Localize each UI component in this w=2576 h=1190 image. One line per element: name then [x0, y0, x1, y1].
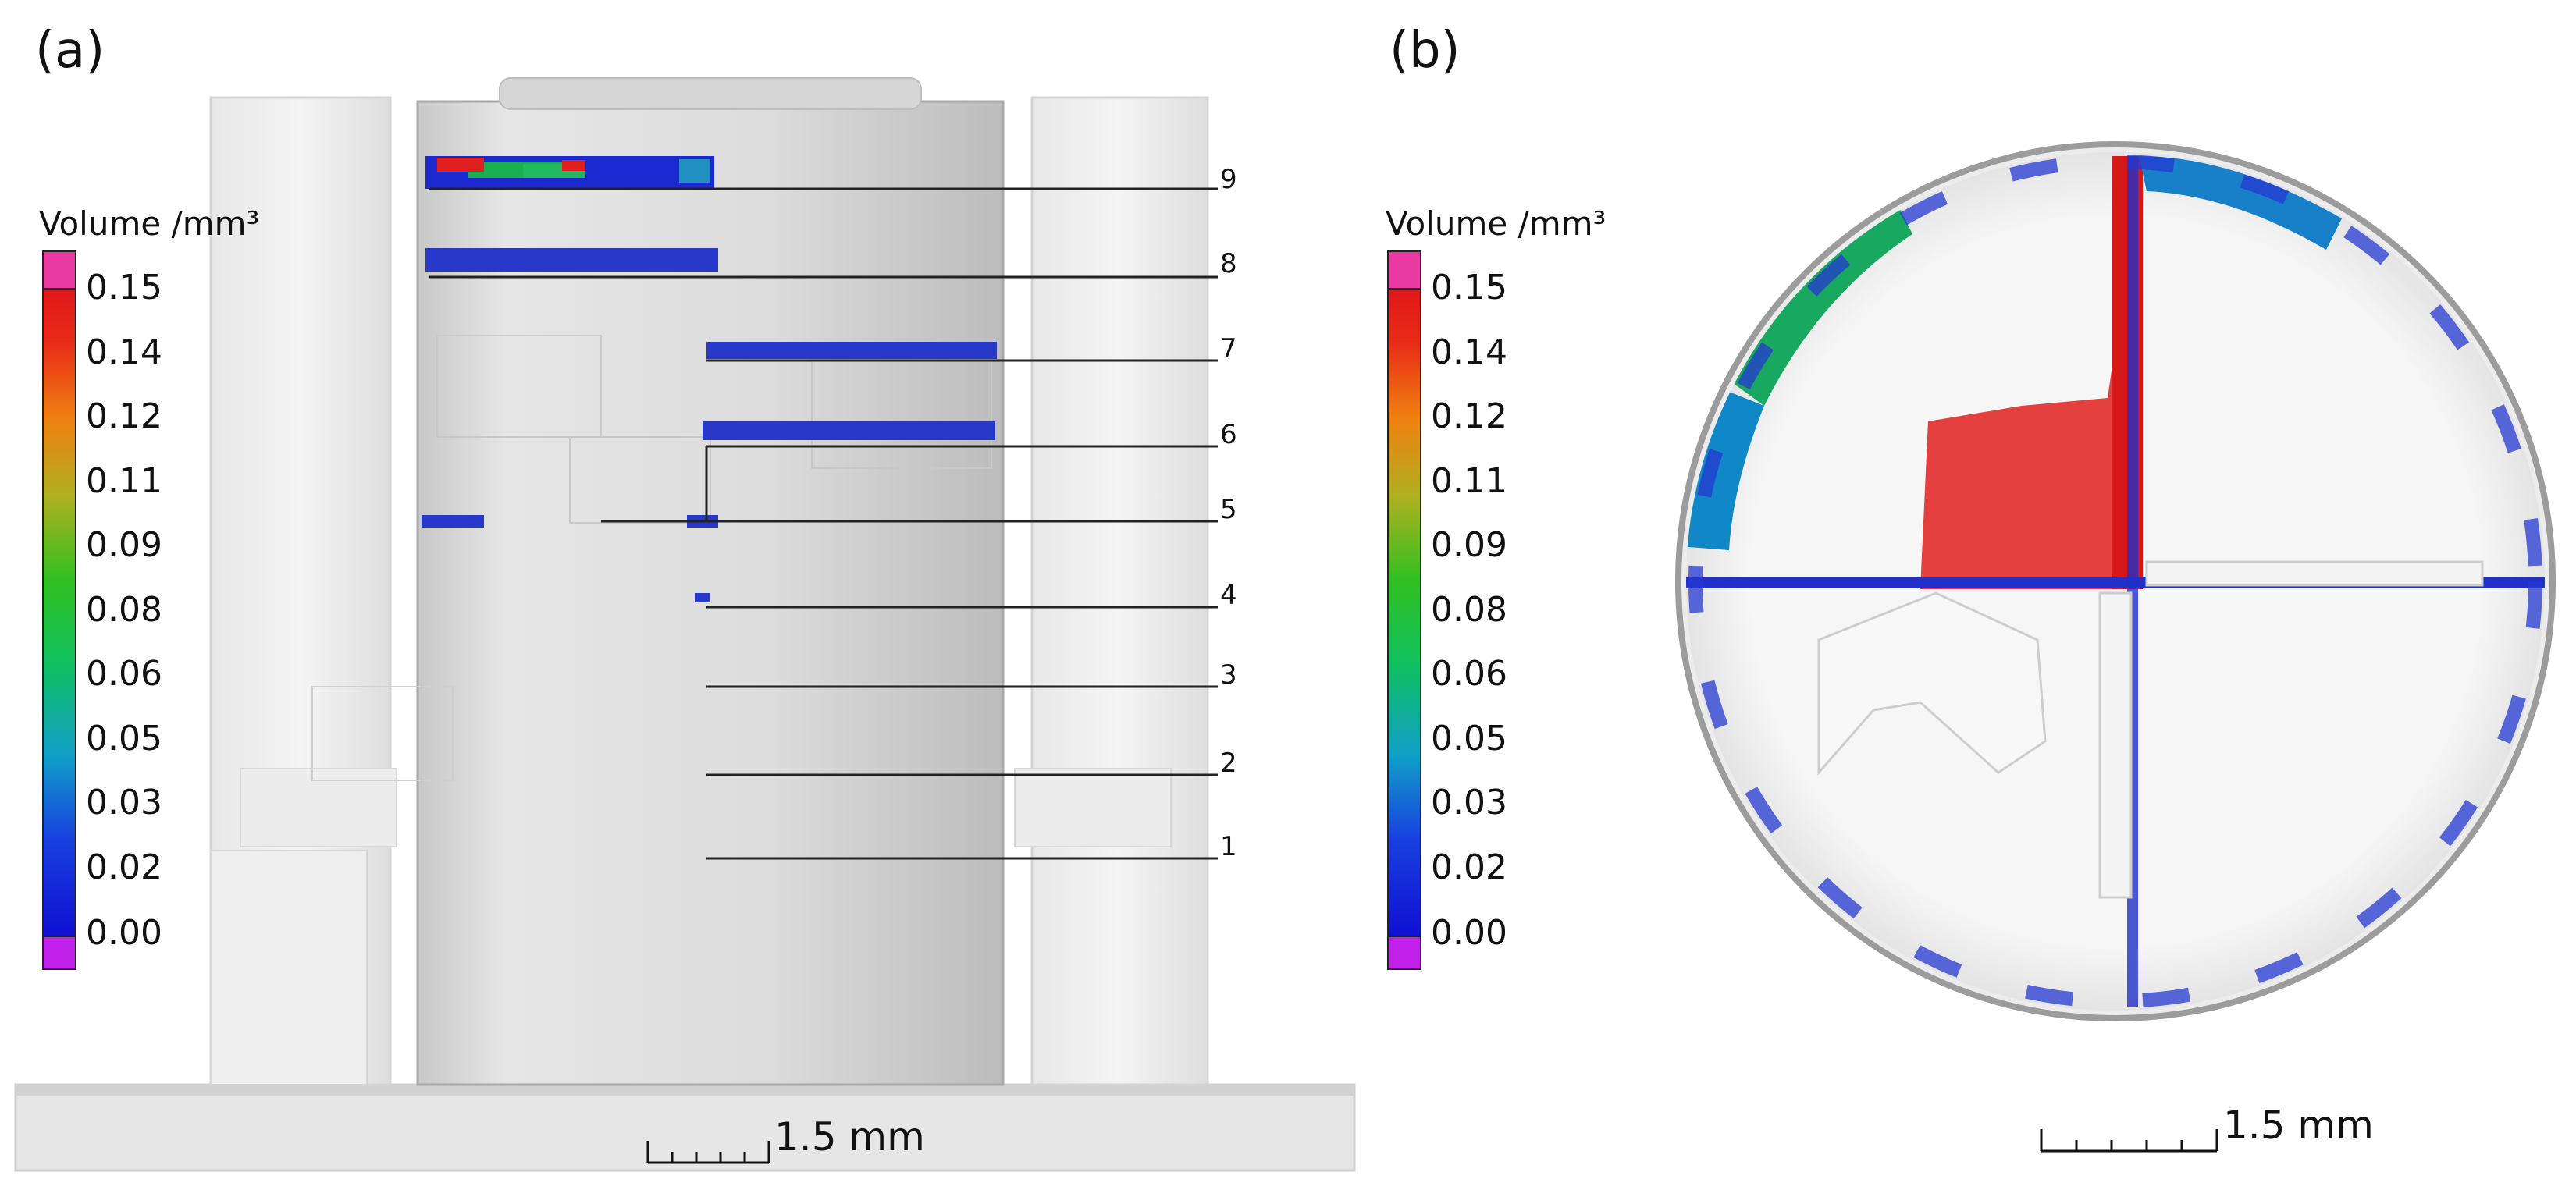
panel-label-a: (a)	[35, 22, 105, 80]
scale-bar-label-a: 1.5 mm	[774, 1114, 925, 1160]
scale-bar-a	[646, 1141, 770, 1164]
layer-label-2: 2	[1220, 748, 1237, 779]
side-view-render	[14, 77, 1356, 1172]
layer-label-1: 1	[1220, 831, 1237, 862]
colorbar-tick: 0.12	[1431, 396, 1507, 436]
top-view-render	[1675, 141, 2556, 1021]
colorbar-a	[42, 250, 76, 970]
colorbar-tick: 0.03	[1431, 783, 1507, 822]
layer-label-5: 5	[1220, 494, 1237, 525]
scale-bar-b	[2040, 1129, 2218, 1153]
colorbar-tick: 0.00	[1431, 913, 1507, 953]
colorbar-tick: 0.08	[86, 590, 162, 630]
porosity-band-9	[425, 156, 714, 189]
layer-label-3: 3	[1220, 659, 1237, 691]
layer-label-7: 7	[1220, 333, 1237, 364]
colorbar-tick: 0.02	[1431, 847, 1507, 887]
colorbar-tick: 0.14	[86, 332, 162, 372]
colorbar-title-a: Volume /mm³	[39, 204, 260, 243]
colorbar-tick: 0.06	[86, 654, 162, 694]
layer-label-4: 4	[1220, 580, 1237, 611]
colorbar-b	[1387, 250, 1421, 970]
colorbar-tick: 0.05	[1431, 719, 1507, 758]
porosity-band-7	[706, 342, 997, 359]
porosity-band-6	[703, 421, 995, 440]
colorbar-tick: 0.11	[86, 461, 162, 501]
layer-label-9: 9	[1220, 164, 1237, 195]
colorbar-tick: 0.12	[86, 396, 162, 436]
colorbar-tick: 0.09	[86, 525, 162, 565]
layer-label-6: 6	[1220, 419, 1237, 450]
colorbar-tick: 0.06	[1431, 654, 1507, 694]
porosity-band-8	[425, 248, 718, 272]
porosity-band-4	[695, 593, 710, 602]
colorbar-tick: 0.08	[1431, 590, 1507, 630]
colorbar-tick: 0.11	[1431, 461, 1507, 501]
colorbar-tick: 0.15	[86, 268, 162, 307]
colorbar-tick: 0.14	[1431, 332, 1507, 372]
layer-label-8: 8	[1220, 248, 1237, 279]
colorbar-tick: 0.00	[86, 913, 162, 953]
porosity-band-5	[422, 515, 484, 528]
scale-bar-label-b: 1.5 mm	[2223, 1103, 2374, 1148]
colorbar-tick: 0.02	[86, 847, 162, 887]
colorbar-tick: 0.09	[1431, 525, 1507, 565]
colorbar-tick: 0.15	[1431, 268, 1507, 307]
colorbar-tick: 0.05	[86, 719, 162, 758]
colorbar-tick: 0.03	[86, 783, 162, 822]
colorbar-title-b: Volume /mm³	[1386, 204, 1606, 243]
panel-label-b: (b)	[1389, 22, 1461, 80]
layer-leader-lines	[429, 187, 1218, 860]
